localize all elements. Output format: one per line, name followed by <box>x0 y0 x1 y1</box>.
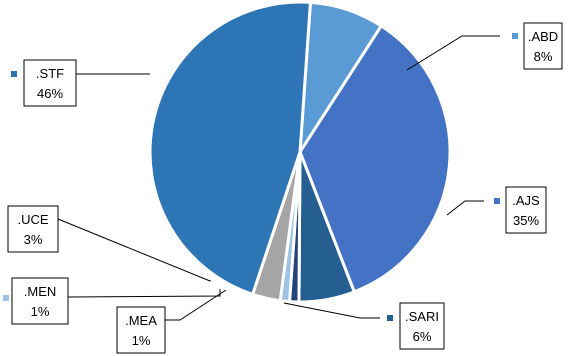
data-label-abd: .ABD 8% <box>512 22 563 70</box>
data-label-value-abd: 8% <box>534 49 553 64</box>
data-label-box-men <box>11 277 69 325</box>
data-label-name-uce: .UCE <box>17 212 48 227</box>
leader-lines <box>57 35 500 321</box>
data-label-men: .MEN 1% <box>3 277 69 325</box>
data-label-ajs: .AJS 35% <box>494 186 547 234</box>
data-label-value-stf: 46% <box>37 86 63 101</box>
data-label-uce: .UCE 3% <box>7 205 59 253</box>
data-label-name-abd: .ABD <box>528 29 558 44</box>
leader-line-uce <box>57 218 211 282</box>
legend-key-men <box>3 295 9 301</box>
leader-line-men <box>67 289 221 298</box>
data-label-stf: .STF 46% <box>11 59 77 107</box>
leader-line-mea <box>165 289 227 321</box>
legend-key-ajs <box>494 198 500 204</box>
data-label-box-abd <box>523 22 563 70</box>
leader-line-ajs <box>446 200 484 216</box>
legend-key-abd <box>512 33 518 39</box>
data-label-value-ajs: 35% <box>513 213 539 228</box>
data-label-sari: .SARI 6% <box>387 302 445 350</box>
data-labels: .ABD 8% .AJS 35% .SARI 6% .MEA 1% .MEN 1% .UCE 3% .S… <box>3 22 563 354</box>
data-label-box-mea <box>116 306 166 354</box>
leader-line-abd <box>406 35 500 71</box>
data-label-box-sari <box>399 302 445 350</box>
data-label-box-ajs <box>505 186 547 234</box>
data-label-value-uce: 3% <box>24 232 43 247</box>
pie-slices <box>148 0 452 304</box>
data-label-box-uce <box>7 205 59 253</box>
data-label-box-stf <box>23 59 77 107</box>
data-label-name-ajs: .AJS <box>512 193 540 208</box>
data-label-name-mea: .MEA <box>125 313 157 328</box>
legend-key-sari <box>387 315 393 321</box>
data-label-mea: .MEA 1% <box>116 306 166 354</box>
data-label-name-sari: .SARI <box>405 309 439 324</box>
legend-key-stf <box>11 71 17 77</box>
data-label-value-sari: 6% <box>413 329 432 344</box>
data-label-value-mea: 1% <box>132 333 151 348</box>
slice-stf <box>148 0 312 296</box>
leader-line-sari <box>283 302 380 319</box>
data-label-name-stf: .STF <box>36 66 64 81</box>
data-label-name-men: .MEN <box>24 284 57 299</box>
slice-ajs <box>298 24 452 294</box>
data-label-value-men: 1% <box>31 304 50 319</box>
